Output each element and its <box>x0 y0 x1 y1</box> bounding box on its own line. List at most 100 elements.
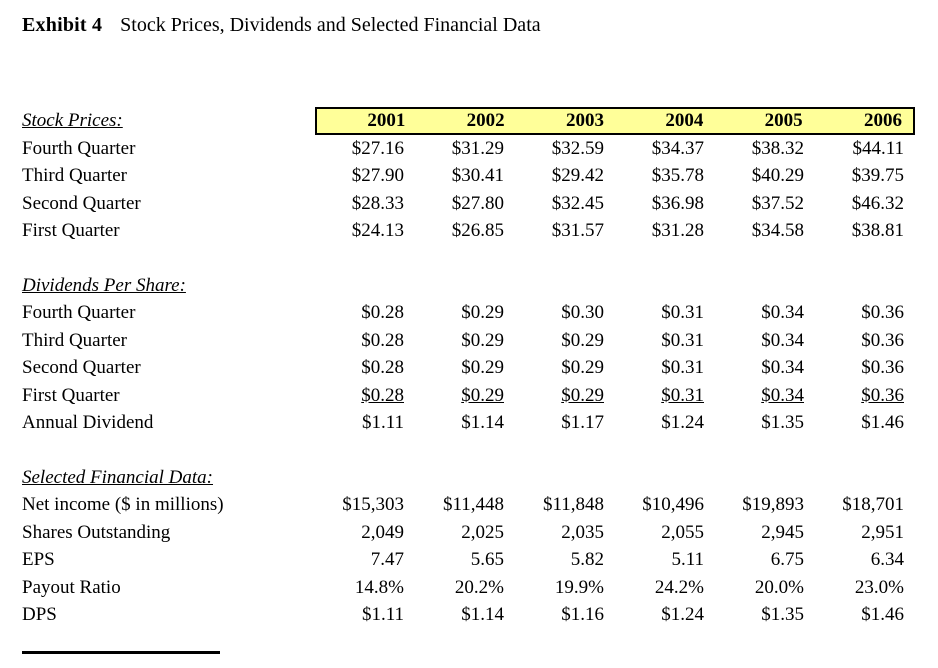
value-cell: $28.33 <box>351 192 404 214</box>
value-cell: $0.34 <box>761 384 804 406</box>
value-cell: 7.47 <box>370 549 404 571</box>
row-label: EPS <box>22 549 55 571</box>
value-cell: $0.31 <box>661 329 704 351</box>
table-row: Fourth Quarter $27.16 $31.29 $32.59 $34.37 $3… <box>22 135 938 163</box>
year-column-header: 2006 <box>863 110 902 131</box>
value-cell: $27.16 <box>351 137 404 159</box>
value-cell: 19.9% <box>554 576 604 598</box>
section-stock-prices: Stock Prices: 2001 2002 2003 2004 2005 2006 F… <box>22 107 938 245</box>
section-selected-financial-data: Selected Financial Data: Net income ($ i… <box>22 464 938 629</box>
value-cell: $27.80 <box>451 192 504 214</box>
table-row: Second Quarter $28.33 $27.80 $32.45 $36.98 $3… <box>22 190 938 218</box>
section-spacer <box>22 245 938 272</box>
value-cell: $0.29 <box>561 329 604 351</box>
value-cell: $24.13 <box>351 220 404 242</box>
value-cell: $1.24 <box>661 412 704 434</box>
value-cell: $0.29 <box>461 384 504 406</box>
row-label: Net income ($ in millions) <box>22 494 224 516</box>
value-cell: $0.31 <box>661 384 704 406</box>
year-column-header: 2004 <box>665 110 704 131</box>
value-cell: $19,893 <box>742 494 804 516</box>
row-label: First Quarter <box>22 220 120 242</box>
section-heading-stock-prices: Stock Prices: <box>22 110 123 131</box>
value-cell: 2,035 <box>561 521 604 543</box>
value-cell: $30.41 <box>451 165 504 187</box>
table-row: Shares Outstanding 2,049 2,025 2,035 2,055 2,… <box>22 519 938 547</box>
value-cell: $1.24 <box>661 604 704 626</box>
value-cell: $0.29 <box>461 357 504 379</box>
row-label: Annual Dividend <box>22 412 154 434</box>
value-cell: 6.75 <box>770 549 804 571</box>
section-spacer <box>22 437 938 464</box>
value-cell: $38.81 <box>851 220 904 242</box>
table-row: Fourth Quarter $0.28 $0.29 $0.30 $0.31 $0.34 $… <box>22 300 938 328</box>
value-cell: $1.46 <box>861 412 904 434</box>
value-cell: $38.32 <box>751 137 804 159</box>
value-cell: $0.34 <box>761 302 804 324</box>
dividends-rows: Fourth Quarter $0.28 $0.29 $0.30 $0.31 $0.34 $… <box>22 300 938 438</box>
year-column-header: 2003 <box>565 110 604 131</box>
section-heading-row: Dividends Per Share: <box>22 272 938 300</box>
table-row: EPS 7.47 5.65 5.82 5.11 6.75 6.34 <box>22 547 938 575</box>
value-cell: $1.17 <box>561 412 604 434</box>
value-cell: $39.75 <box>851 165 904 187</box>
value-cell: 2,049 <box>361 521 404 543</box>
value-cell: 2,951 <box>861 521 904 543</box>
table-row: DPS $1.11 $1.14 $1.16 $1.24 $1.35 $1.46 <box>22 602 938 630</box>
table-row: First Quarter $24.13 $26.85 $31.57 $31.28 $34… <box>22 218 938 246</box>
value-cell: $1.16 <box>561 604 604 626</box>
value-cell: $0.34 <box>761 329 804 351</box>
exhibit-title-text: Stock Prices, Dividends and Selected Fin… <box>120 14 541 36</box>
value-cell: $40.29 <box>751 165 804 187</box>
value-cell: $34.58 <box>751 220 804 242</box>
value-cell: $1.35 <box>761 604 804 626</box>
value-cell: $0.30 <box>561 302 604 324</box>
exhibit-label: Exhibit 4 <box>22 14 103 36</box>
value-cell: $29.42 <box>551 165 604 187</box>
value-cell: 6.34 <box>870 549 904 571</box>
table-row: Second Quarter $0.28 $0.29 $0.29 $0.31 $0.34 $… <box>22 355 938 383</box>
year-header-row: Stock Prices: 2001 2002 2003 2004 2005 2006 <box>22 107 938 135</box>
value-cell: $32.45 <box>551 192 604 214</box>
value-cell: $15,303 <box>342 494 404 516</box>
table-row: Third Quarter $27.90 $30.41 $29.42 $35.78 $40… <box>22 163 938 191</box>
value-cell: $26.85 <box>451 220 504 242</box>
value-cell: $0.29 <box>561 384 604 406</box>
value-cell: 20.2% <box>454 576 504 598</box>
value-cell: $0.29 <box>461 302 504 324</box>
value-cell: $0.28 <box>361 357 404 379</box>
value-cell: $1.11 <box>361 604 404 626</box>
footnote-separator-line <box>22 651 220 654</box>
value-cell: $36.98 <box>651 192 704 214</box>
section-heading-row: Selected Financial Data: <box>22 464 938 492</box>
value-cell: $0.28 <box>361 329 404 351</box>
value-cell: 20.0% <box>754 576 804 598</box>
value-cell: 5.65 <box>470 549 504 571</box>
row-label: DPS <box>22 604 57 626</box>
value-cell: 23.0% <box>854 576 904 598</box>
value-cell: $0.34 <box>761 357 804 379</box>
row-label: First Quarter <box>22 384 120 406</box>
value-cell: $0.36 <box>861 357 904 379</box>
value-cell: 24.2% <box>654 576 704 598</box>
row-label: Third Quarter <box>22 165 127 187</box>
value-cell: $11,448 <box>442 494 504 516</box>
value-cell: $0.29 <box>461 329 504 351</box>
section-heading-financial-data: Selected Financial Data: <box>22 466 213 488</box>
row-label: Second Quarter <box>22 357 141 379</box>
year-column-header: 2005 <box>764 110 803 131</box>
value-cell: $10,496 <box>642 494 704 516</box>
stock-prices-rows: Fourth Quarter $27.16 $31.29 $32.59 $34.37 $3… <box>22 135 938 245</box>
table-row: Annual Dividend $1.11 $1.14 $1.17 $1.24 $1.35… <box>22 410 938 438</box>
row-label: Third Quarter <box>22 329 127 351</box>
value-cell: $31.29 <box>451 137 504 159</box>
exhibit-page: Exhibit 4 Stock Prices, Dividends and Sel… <box>22 14 938 654</box>
value-cell: $0.29 <box>561 357 604 379</box>
value-cell: $0.28 <box>361 384 404 406</box>
table-row: First Quarter $0.28 $0.29 $0.29 $0.31 $0.34 $0… <box>22 382 938 410</box>
value-cell: $0.36 <box>861 302 904 324</box>
value-cell: $0.36 <box>861 329 904 351</box>
row-label: Second Quarter <box>22 192 141 214</box>
value-cell: $34.37 <box>651 137 704 159</box>
year-column-header: 2001 <box>367 110 406 131</box>
